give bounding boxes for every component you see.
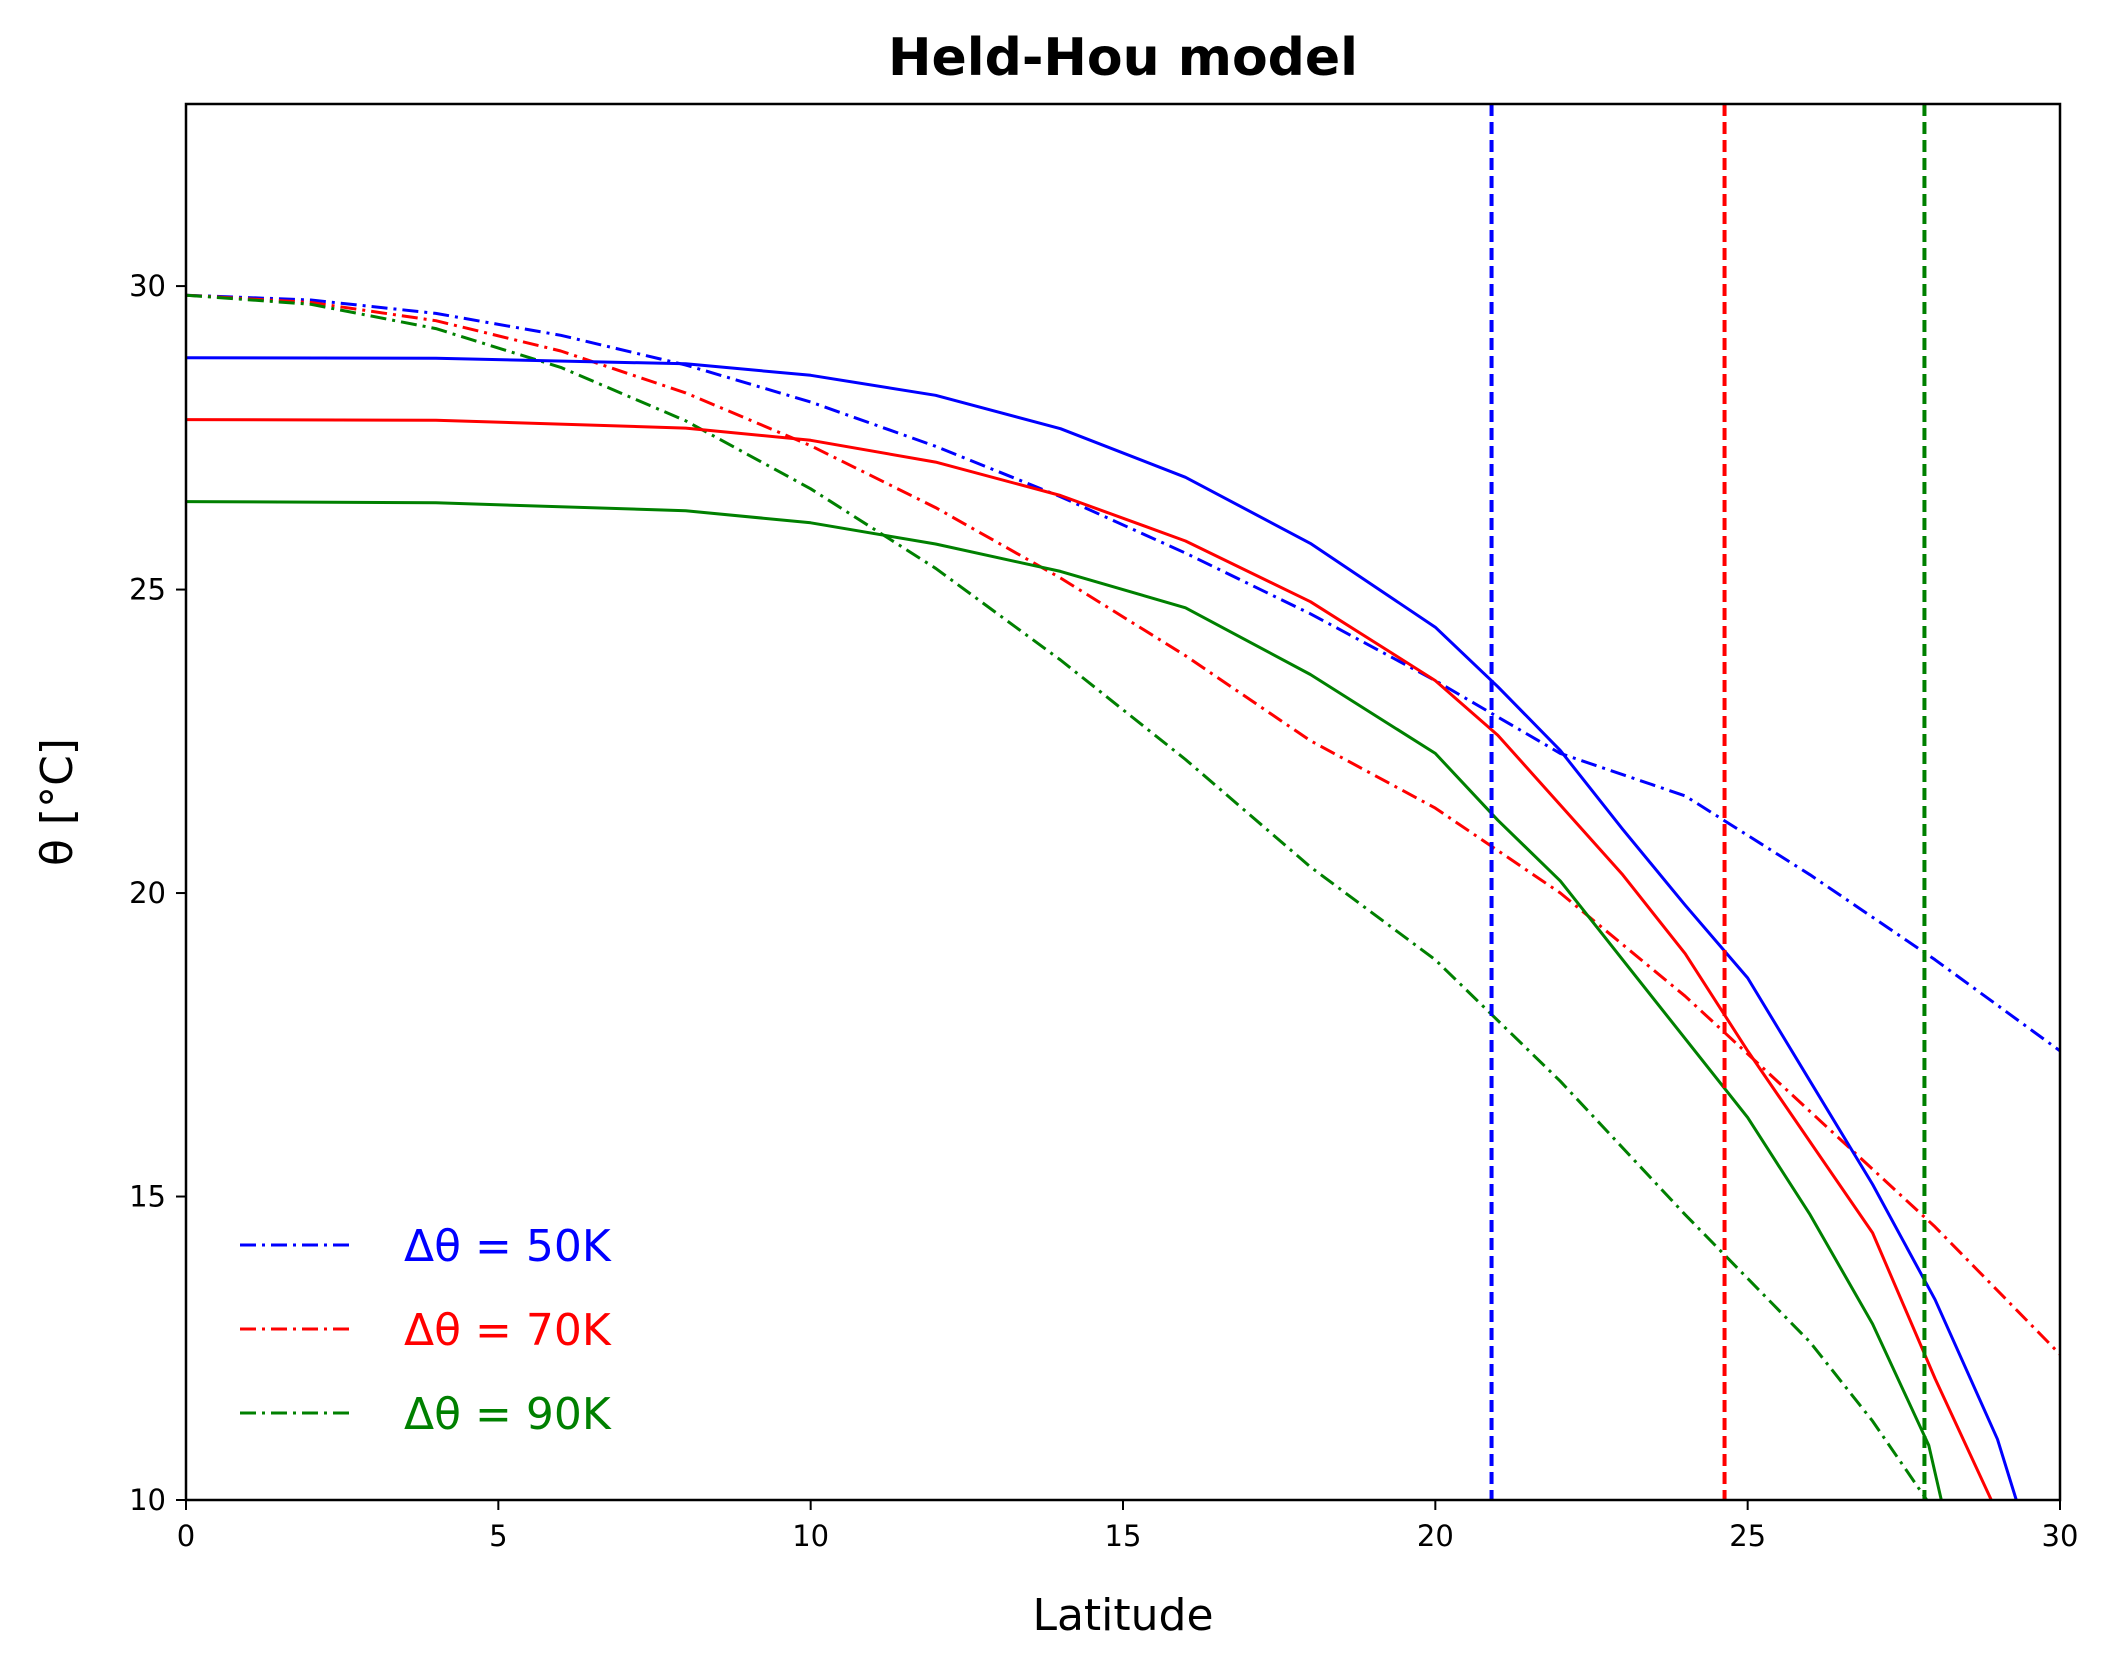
series-line-solid-5 [186,500,1943,1500]
x-axis: 0 5 10 15 20 25 30 [177,1500,2079,1553]
y-axis: 10 15 20 25 30 [129,269,186,1517]
series-line-dashdot-1 [186,293,2060,1356]
y-tick-label: 30 [129,269,166,303]
x-tick-label: 0 [177,1519,195,1553]
x-tick-label: 10 [792,1519,829,1553]
y-tick-label: 10 [129,1483,166,1517]
legend-label-90k: Δθ = 90K [404,1389,612,1440]
y-tick-label: 15 [129,1180,166,1214]
x-tick-label: 25 [1729,1519,1766,1553]
y-tick-label: 25 [129,573,166,607]
x-tick-label: 20 [1417,1519,1454,1553]
x-axis-label: Latitude [1032,1590,1213,1641]
legend-label-50k: Δθ = 50K [404,1221,612,1272]
legend: Δθ = 50K Δθ = 70K Δθ = 90K [240,1221,612,1440]
vline-layer [1489,104,1927,1500]
series-layer [186,293,2060,1500]
chart-title: Held-Hou model [888,28,1358,88]
y-axis-label: θ [°C] [32,738,83,866]
x-tick-label: 30 [2042,1519,2079,1553]
x-tick-label: 5 [489,1519,507,1553]
series-line-solid-3 [186,356,2018,1500]
series-line-solid-4 [186,418,1993,1500]
series-line-dashdot-2 [186,293,1929,1500]
x-tick-label: 15 [1105,1519,1142,1553]
legend-label-70k: Δθ = 70K [404,1305,612,1356]
series-line-dashdot-0 [186,293,2060,1053]
y-tick-label: 20 [129,876,166,910]
